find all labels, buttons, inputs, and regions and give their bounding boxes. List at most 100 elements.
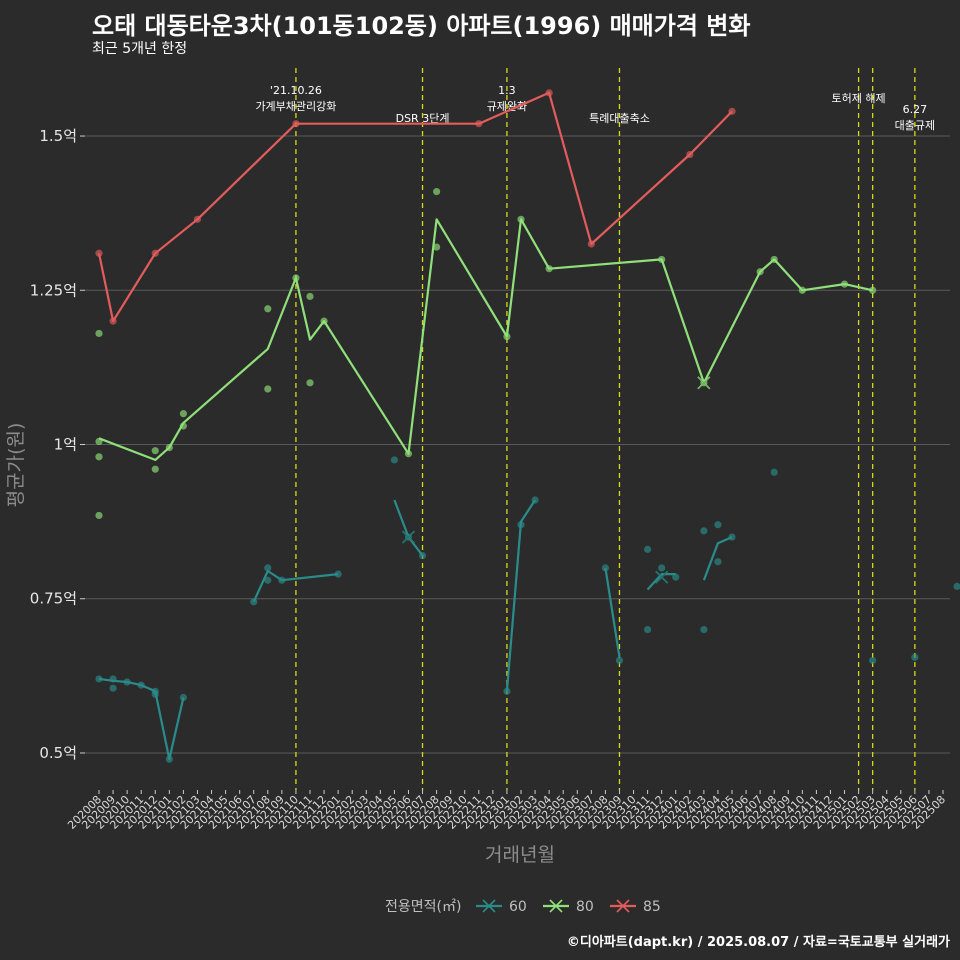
data-point (250, 598, 258, 606)
y-axis-title: 평균가(원) (5, 423, 27, 508)
legend-key-cross (616, 899, 630, 913)
data-point (390, 456, 398, 464)
series-line (702, 536, 733, 581)
data-point (179, 422, 187, 430)
data-point (151, 249, 159, 257)
series-line (505, 499, 537, 692)
x-axis-title: 거래년월 (485, 844, 555, 866)
cross-marker-shade (402, 530, 415, 544)
data-point (109, 317, 117, 325)
data-point (179, 693, 187, 702)
data-point (95, 329, 103, 338)
data-point (531, 496, 539, 504)
data-point (95, 453, 103, 461)
data-point (418, 551, 427, 560)
data-point (404, 450, 413, 458)
data-point (193, 215, 202, 223)
series-line (97, 91, 733, 323)
data-point (137, 681, 145, 689)
grid-lines (85, 135, 950, 754)
data-point (672, 573, 680, 581)
data-point (756, 268, 764, 276)
event-label: 가계부채관리강화 (255, 100, 336, 113)
cross-marker (401, 530, 416, 544)
cross-marker (697, 376, 711, 390)
data-point (545, 265, 553, 273)
data-point (292, 120, 300, 128)
data-point (644, 545, 652, 553)
y-tick-label: 0.5억 (39, 744, 77, 762)
data-point (911, 653, 919, 661)
cross-marker (655, 570, 669, 584)
data-point (95, 249, 103, 257)
data-point (869, 656, 877, 665)
data-point (334, 570, 342, 578)
data-point (433, 243, 441, 251)
chart-title: 오태 대동타운3차(101동102동) 아파트(1996) 매매가격 변화 (92, 12, 751, 40)
data-point (728, 107, 736, 115)
data-point (165, 755, 173, 763)
legend-label: 60 (509, 899, 527, 915)
event-label: 대출규제 (895, 119, 935, 132)
legend-label: 85 (643, 899, 661, 915)
data-point (840, 280, 849, 288)
series-line (98, 218, 873, 461)
event-label: 6.27 (903, 103, 928, 116)
y-axis-ticks: 0.5억 0.75억 1억 1.25억 1.5억 (30, 127, 85, 762)
data-point (714, 558, 722, 566)
y-tick-label: 0.75억 (30, 590, 77, 608)
series-60 (95, 456, 960, 763)
data-point (278, 576, 286, 584)
x-axis-ticks: 2020082020092020102020112020122021012021… (65, 790, 948, 832)
chart-subtitle: 최근 5개년 한정 (92, 41, 188, 57)
cross-marker-shade (697, 376, 711, 390)
event-label: 규제완화 (487, 100, 527, 113)
cross-marker-shade (655, 570, 668, 584)
data-point (264, 564, 272, 572)
data-point (658, 255, 666, 264)
data-point (433, 187, 441, 196)
data-point (109, 684, 117, 692)
data-point (658, 564, 666, 572)
data-point (123, 678, 131, 686)
legend-key-cross (482, 899, 496, 913)
data-point (644, 625, 652, 634)
data-point (306, 292, 314, 301)
data-point (165, 443, 173, 452)
data-point (179, 410, 187, 418)
data-point (700, 527, 708, 535)
series-85 (95, 89, 736, 325)
data-point (953, 582, 960, 591)
data-point (151, 690, 159, 698)
data-point (95, 511, 103, 520)
data-point (545, 89, 553, 97)
data-point (264, 385, 272, 393)
data-point (770, 255, 778, 264)
data-point (264, 576, 272, 584)
data-point (869, 286, 877, 294)
series-layer (95, 89, 960, 763)
data-point (770, 468, 778, 476)
data-point (292, 274, 300, 282)
data-point (700, 625, 708, 634)
data-point (517, 521, 525, 529)
event-label: '21.10.26 (270, 84, 322, 97)
legend-title: 전용면적(㎡) (385, 899, 461, 915)
data-point (306, 379, 314, 387)
data-point (95, 675, 103, 683)
data-point (109, 675, 117, 683)
data-point (503, 332, 511, 341)
data-point (798, 286, 806, 294)
data-point (517, 215, 525, 223)
y-tick-label: 1억 (54, 436, 77, 454)
legend: 전용면적(㎡) 60 80 85 (385, 899, 661, 915)
event-label: DSR 3단계 (396, 112, 450, 125)
series-line (393, 499, 424, 557)
data-point (601, 564, 610, 572)
event-label: 토허제 해제 (832, 91, 886, 105)
data-point (615, 656, 624, 665)
data-point (686, 150, 694, 159)
event-label: 특례대출축소 (589, 112, 650, 125)
